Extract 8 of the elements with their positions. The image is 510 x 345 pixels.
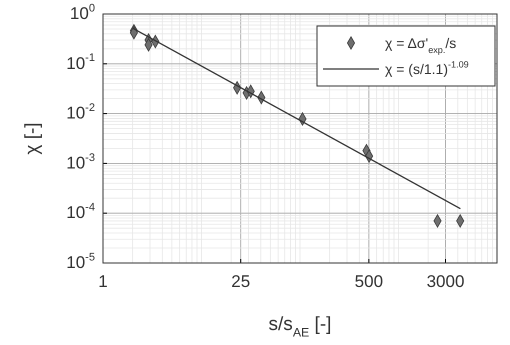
- x-tick-label: 500: [354, 272, 384, 291]
- legend-label: χ = Δσ'$_{exp.}$/s: [385, 35, 456, 55]
- x-axis-title: s/s$_{AE}$ [-]: [268, 314, 332, 340]
- x-tick-label: 3000: [426, 272, 464, 291]
- legend-label: χ = (s/1.1)$^{-1.09}$: [385, 60, 469, 77]
- x-tick-label: 25: [231, 272, 250, 291]
- x-tick-label: 1: [98, 272, 108, 291]
- y-axis-title: χ [-]: [22, 122, 43, 155]
